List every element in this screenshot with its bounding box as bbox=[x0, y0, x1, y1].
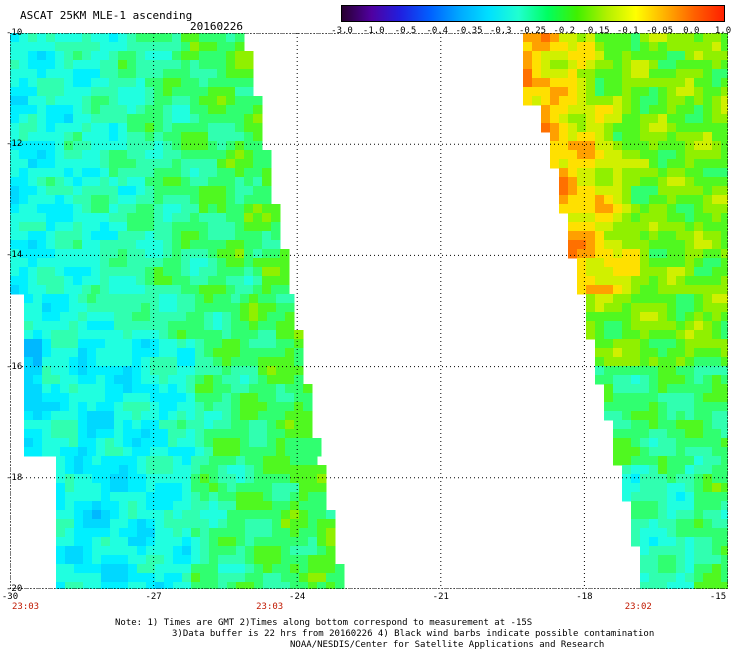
footnote-credit: NOAA/NESDIS/Center for Satellite Applica… bbox=[290, 640, 605, 650]
latitude-label: -10 bbox=[6, 28, 23, 38]
time-label: 23:02 bbox=[624, 602, 652, 612]
colorbar-tick-label: 1.0 bbox=[714, 26, 732, 36]
lat-lon-grid bbox=[10, 33, 728, 589]
colorbar-tick-label: -0.35 bbox=[455, 26, 483, 36]
colorbar-tick-label: -0.1 bbox=[616, 26, 639, 36]
latitude-label: -12 bbox=[6, 139, 23, 150]
footnote-line-1: Note: 1) Times are GMT 2)Times along bot… bbox=[115, 618, 533, 628]
longitude-label: -27 bbox=[145, 592, 162, 602]
latitude-label: -20 bbox=[6, 584, 23, 594]
colorbar-tick-label: -0.2 bbox=[553, 26, 576, 36]
map-title: ASCAT 25KM MLE-1 ascending bbox=[20, 9, 193, 22]
longitude-label: -24 bbox=[289, 592, 306, 602]
longitude-label: -15 bbox=[709, 592, 727, 602]
colorbar-tick-label: -0.3 bbox=[489, 26, 512, 36]
colorbar bbox=[341, 5, 725, 22]
longitude-label: -21 bbox=[432, 592, 449, 602]
colorbar-tick-label: -0.4 bbox=[426, 26, 449, 36]
colorbar-tick-label: -1.0 bbox=[362, 26, 385, 36]
longitude-label: -30 bbox=[1, 592, 19, 602]
latitude-label: -18 bbox=[6, 472, 23, 483]
colorbar-tick-label: 0.0 bbox=[683, 26, 700, 36]
colorbar-tick-label: -3.0 bbox=[331, 26, 353, 36]
latitude-label: -14 bbox=[6, 250, 23, 261]
colorbar-tick-label: -0.25 bbox=[518, 26, 547, 36]
map-date: 20160226 bbox=[190, 20, 243, 33]
longitude-label: -18 bbox=[576, 592, 593, 602]
wind-data-map bbox=[10, 33, 728, 589]
swath-layer bbox=[10, 33, 728, 589]
time-label: 23:03 bbox=[256, 602, 284, 612]
time-label: 23:03 bbox=[12, 602, 40, 612]
footnote-line-2: 3)Data buffer is 22 hrs from 20160226 4)… bbox=[172, 629, 655, 639]
colorbar-tick-label: -0.05 bbox=[645, 26, 674, 36]
colorbar-tick-label: -0.15 bbox=[582, 26, 610, 36]
latitude-label: -16 bbox=[6, 361, 23, 372]
colorbar-tick-label: -0.5 bbox=[394, 26, 417, 36]
